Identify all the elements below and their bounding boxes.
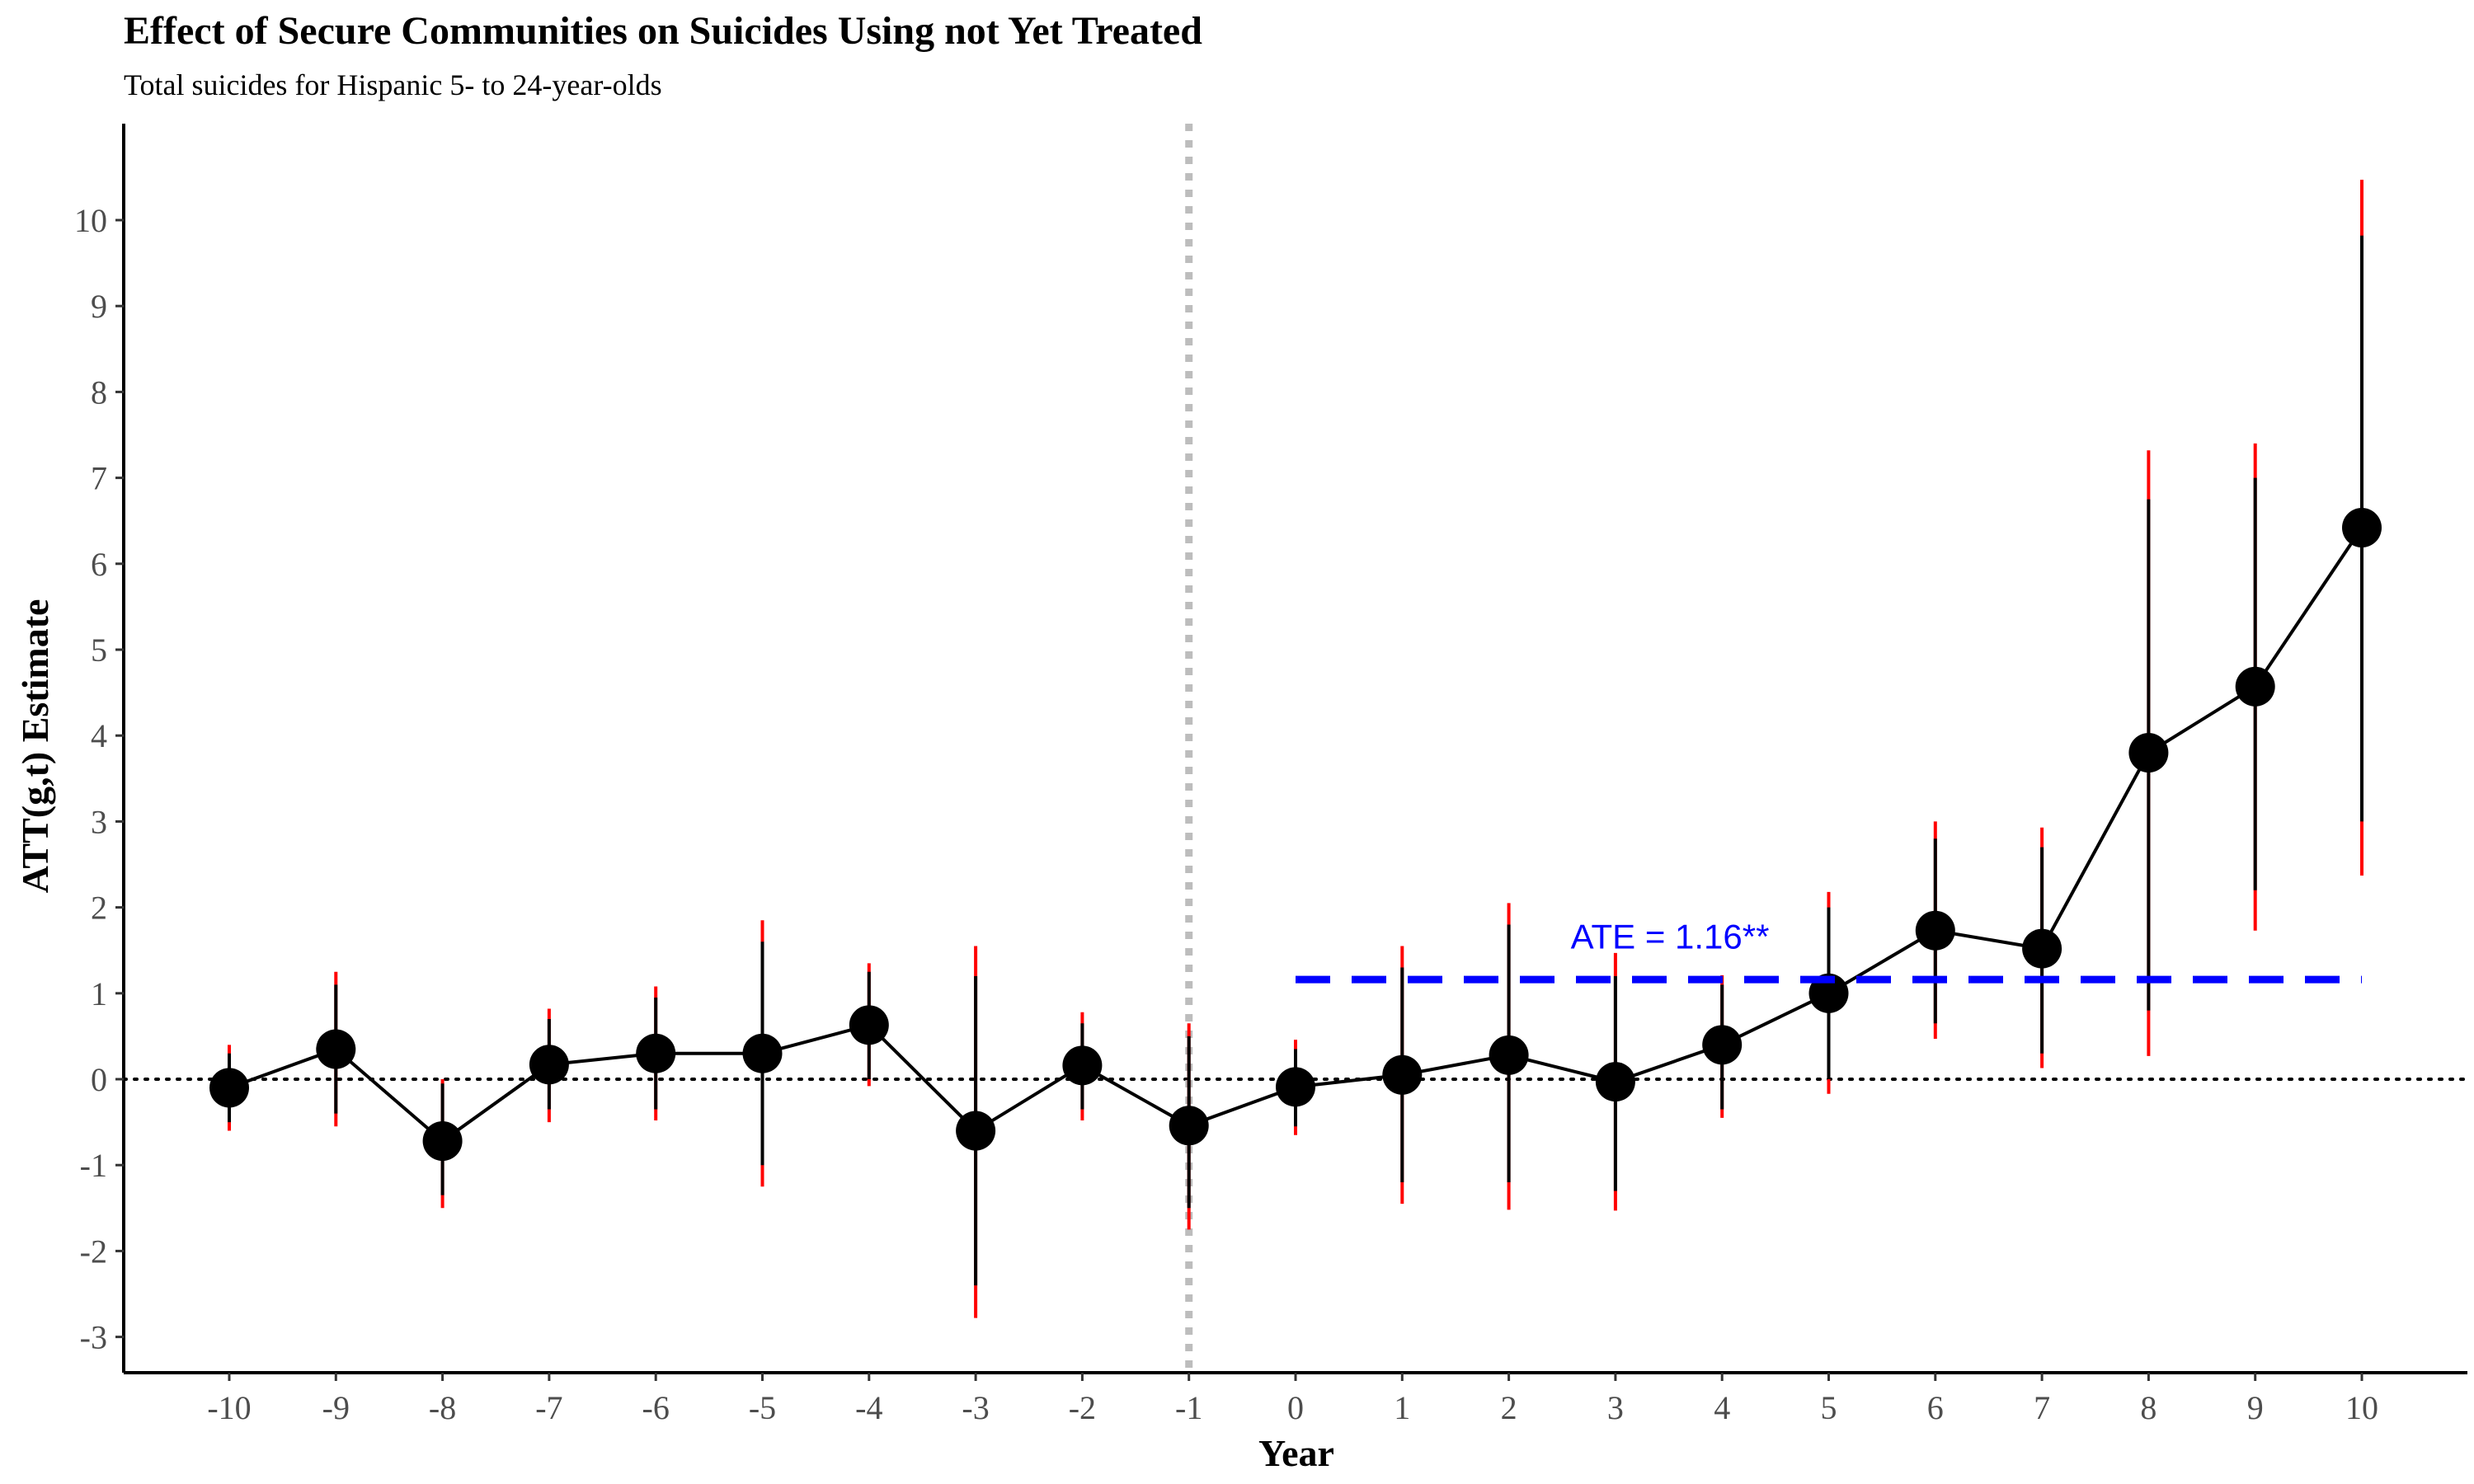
ate-label: ATE = 1.16** <box>1571 918 1770 956</box>
estimate-point <box>1276 1067 1315 1107</box>
estimate-point <box>636 1033 676 1073</box>
estimate-point <box>316 1029 356 1069</box>
x-tick-label: -5 <box>749 1389 776 1426</box>
y-tick-label: 2 <box>91 890 107 927</box>
x-tick-label: -3 <box>962 1389 989 1426</box>
x-tick-label: -6 <box>642 1389 670 1426</box>
x-tick-label: 10 <box>2345 1389 2378 1426</box>
estimate-point <box>2022 928 2062 969</box>
x-tick-label: 4 <box>1714 1389 1730 1426</box>
x-tick-label: 1 <box>1394 1389 1410 1426</box>
y-tick-label: 1 <box>91 975 107 1012</box>
x-tick-label: 6 <box>1927 1389 1944 1426</box>
x-tick-label: 0 <box>1287 1389 1304 1426</box>
x-tick-label: -10 <box>207 1389 251 1426</box>
x-tick-label: -4 <box>855 1389 882 1426</box>
estimate-point <box>849 1005 889 1045</box>
y-tick-label: 4 <box>91 717 107 754</box>
x-tick-label: -7 <box>535 1389 562 1426</box>
x-tick-label: 3 <box>1607 1389 1624 1426</box>
x-tick-label: 9 <box>2247 1389 2264 1426</box>
estimate-point <box>2128 733 2169 773</box>
y-tick-label: -1 <box>80 1147 107 1184</box>
estimate-point <box>1169 1106 1209 1146</box>
y-tick-label: 10 <box>74 202 107 239</box>
y-tick-label: -3 <box>80 1319 107 1356</box>
x-tick-label: -1 <box>1175 1389 1202 1426</box>
y-axis-title: ATT(g,t) Estimate <box>14 599 56 894</box>
x-tick-label: -2 <box>1069 1389 1096 1426</box>
estimate-point <box>2342 508 2382 548</box>
estimate-point <box>1062 1045 1103 1086</box>
estimate-point <box>529 1045 569 1085</box>
estimate-point <box>209 1068 249 1108</box>
estimate-point <box>1915 910 1955 951</box>
chart-subtitle: Total suicides for Hispanic 5- to 24-yea… <box>124 68 662 101</box>
estimate-point <box>1595 1062 1635 1102</box>
x-tick-label: -9 <box>322 1389 350 1426</box>
estimate-point <box>422 1121 463 1162</box>
estimate-point <box>1808 973 1849 1013</box>
x-tick-label: 7 <box>2034 1389 2050 1426</box>
estimate-point <box>956 1111 996 1151</box>
x-tick-label: 2 <box>1501 1389 1517 1426</box>
x-tick-label: 5 <box>1821 1389 1837 1426</box>
y-tick-label: 0 <box>91 1061 107 1098</box>
y-tick-label: 6 <box>91 546 107 583</box>
y-tick-label: 3 <box>91 803 107 840</box>
chart-title: Effect of Secure Communities on Suicides… <box>124 9 1202 53</box>
x-tick-label: 8 <box>2140 1389 2157 1426</box>
y-tick-label: 5 <box>91 632 107 669</box>
estimate-point <box>1489 1035 1529 1075</box>
estimate-point <box>2235 666 2275 707</box>
estimate-point <box>742 1033 783 1073</box>
estimate-point <box>1702 1025 1743 1065</box>
estimate-point <box>1382 1054 1423 1095</box>
y-tick-label: -2 <box>80 1233 107 1270</box>
y-tick-label: 9 <box>91 288 107 325</box>
y-tick-label: 8 <box>91 373 107 411</box>
x-axis-title: Year <box>1258 1432 1334 1474</box>
y-tick-label: 7 <box>91 460 107 497</box>
x-tick-label: -8 <box>429 1389 456 1426</box>
